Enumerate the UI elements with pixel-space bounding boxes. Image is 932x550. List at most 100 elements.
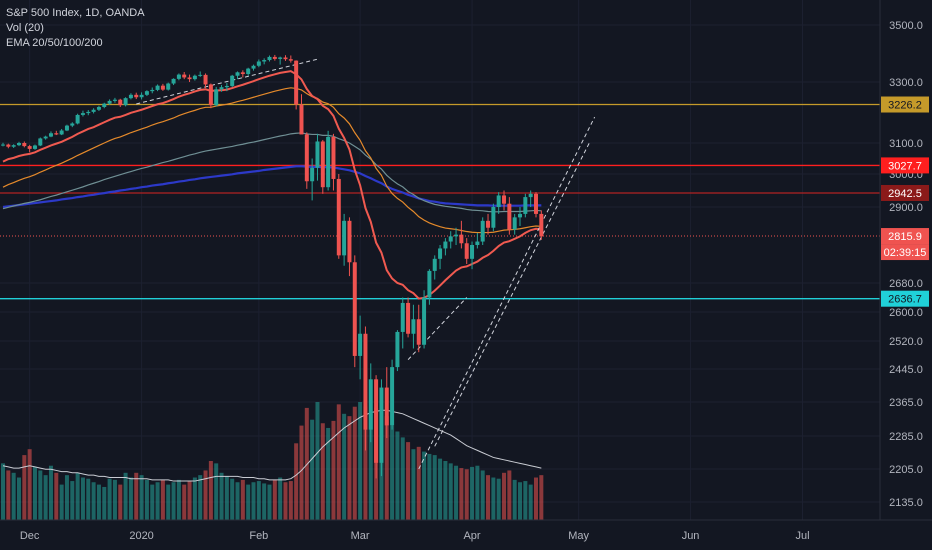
candle-body <box>86 111 91 114</box>
volume-bar <box>432 455 437 520</box>
price-label-bg <box>881 184 929 201</box>
candle-body <box>358 333 363 356</box>
ema100-line <box>2 132 542 213</box>
volume-bar <box>246 484 251 520</box>
volume-bar <box>272 479 277 520</box>
volume-bar <box>224 476 229 520</box>
candle-body <box>198 74 203 76</box>
volume-bar <box>416 446 421 520</box>
candle-body <box>91 109 96 112</box>
candle-body <box>326 136 331 188</box>
volume-bar <box>294 443 299 520</box>
candle-body <box>507 203 512 230</box>
candle-body <box>219 87 224 90</box>
volume-bar <box>48 465 53 520</box>
candle-body <box>139 94 144 98</box>
candle-body <box>134 94 139 98</box>
countdown-label: 02:39:15 <box>884 247 927 259</box>
price-label-support-cyan: 2636.7 <box>888 294 922 306</box>
chart-legend: S&P 500 Index, 1D, OANDA Vol (20) EMA 20… <box>6 6 145 51</box>
candle-body <box>320 141 325 188</box>
volume-bar <box>278 477 283 520</box>
candle-body <box>470 245 475 259</box>
volume-bar <box>288 481 293 520</box>
ema50-line <box>2 87 542 234</box>
candle-body <box>315 141 320 168</box>
candle-body <box>150 89 155 92</box>
volume-bar <box>134 472 139 520</box>
volume-bar <box>523 481 528 520</box>
candle-body <box>246 68 251 75</box>
time-tick-label: 2020 <box>129 530 153 542</box>
volume-bar <box>486 475 491 520</box>
candle-body <box>528 193 533 198</box>
grid <box>0 0 880 520</box>
candle-body <box>123 98 128 106</box>
candle-body <box>43 136 48 139</box>
volume-bar <box>160 479 165 520</box>
volume-bar <box>144 479 149 520</box>
price-label-bg <box>881 96 929 113</box>
candle-body <box>208 84 213 106</box>
candle-body <box>128 94 133 99</box>
trendlines[interactable] <box>136 58 596 470</box>
candle-body <box>59 130 64 135</box>
volume-bar <box>475 465 480 520</box>
price-tick-label: 2285.0 <box>889 431 923 443</box>
volume-bar <box>283 482 288 520</box>
candle-body <box>54 133 59 135</box>
trendline <box>434 142 590 447</box>
time-tick-label: Mar <box>351 530 370 542</box>
volume-bar <box>43 475 48 520</box>
trendline <box>136 58 318 105</box>
candle-body <box>11 145 16 147</box>
price-tick-label: 3300.0 <box>889 77 923 89</box>
trendline <box>418 116 596 470</box>
volume-ma-line <box>2 409 542 482</box>
candles <box>1 54 544 479</box>
candle-body <box>459 234 464 244</box>
candle-body <box>400 302 405 332</box>
candle-body <box>262 60 267 62</box>
volume-bar <box>6 470 11 520</box>
candle-body <box>16 143 21 146</box>
time-axis[interactable]: Dec 2020 Feb Mar Apr May Jun Jul <box>20 530 810 542</box>
candle-body <box>496 195 501 207</box>
volume-bar <box>240 479 245 520</box>
ema-indicator-label[interactable]: EMA 20/50/100/200 <box>6 37 103 49</box>
volume-bar <box>347 416 352 520</box>
volume-bar <box>38 470 43 520</box>
volume-indicator-label[interactable]: Vol (20) <box>6 22 44 34</box>
candle-body <box>480 220 485 242</box>
volume-bar <box>395 431 400 520</box>
volume-bar <box>251 482 256 520</box>
volume-bar <box>107 478 112 520</box>
candle-body <box>1 144 5 146</box>
price-tick-label: 2205.0 <box>889 464 923 476</box>
candle-body <box>171 78 176 84</box>
candle-body <box>22 143 27 147</box>
candle-body <box>518 213 523 218</box>
volume-bar <box>315 402 320 520</box>
volume-bar <box>198 475 203 520</box>
volume-bar <box>512 479 517 520</box>
volume-bar <box>448 463 453 520</box>
candle-body <box>107 100 112 104</box>
time-tick-label: Dec <box>20 530 40 542</box>
volume-bar <box>326 427 331 520</box>
candle-body <box>283 57 288 60</box>
volume-bar <box>368 413 373 520</box>
price-tick-label: 2365.0 <box>889 397 923 409</box>
candle-body <box>304 134 309 182</box>
candle-body <box>144 91 149 95</box>
volume-bar <box>214 463 219 520</box>
time-axis-background <box>0 520 932 550</box>
candle-body <box>411 319 416 334</box>
horizontal-levels[interactable] <box>0 103 880 300</box>
candle-body <box>176 74 181 79</box>
volume-bar <box>187 481 192 520</box>
volume-bar <box>438 458 443 520</box>
volume-bar <box>230 478 235 520</box>
